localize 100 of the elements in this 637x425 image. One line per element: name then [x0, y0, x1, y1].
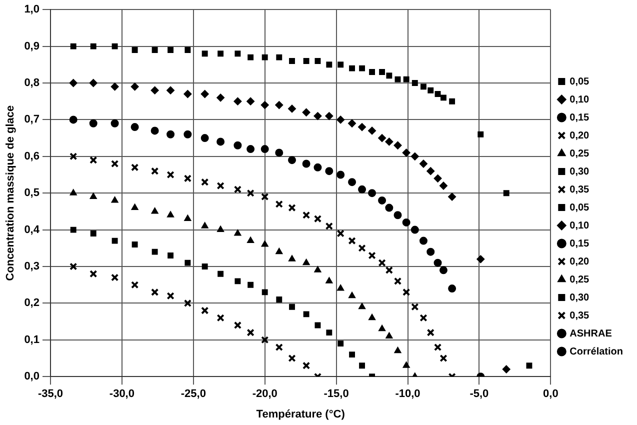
y-tick-label: 0,9 — [24, 40, 40, 52]
point — [202, 50, 208, 57]
point — [112, 43, 118, 50]
point — [428, 87, 434, 94]
point — [385, 266, 394, 274]
point — [70, 152, 78, 160]
point — [526, 362, 532, 369]
legend-label: 0,10 — [570, 94, 590, 106]
point — [386, 332, 393, 338]
legend-label: 0,25 — [570, 148, 590, 160]
point — [426, 167, 435, 176]
point — [168, 46, 174, 53]
y-tick-label: 0,4 — [24, 224, 40, 236]
legend-label: 0,05 — [570, 202, 590, 214]
point — [410, 152, 419, 160]
point — [130, 281, 139, 289]
legend-label: Corrélation — [570, 346, 624, 358]
point — [420, 84, 426, 90]
point — [132, 46, 138, 53]
point — [314, 322, 321, 328]
point — [201, 222, 208, 228]
point — [234, 50, 241, 57]
point — [289, 304, 295, 310]
y-tick-label: 0,5 — [24, 187, 40, 200]
point — [276, 296, 282, 303]
point — [275, 101, 284, 110]
point — [168, 252, 174, 258]
point — [420, 314, 428, 322]
point — [326, 330, 332, 336]
point — [167, 211, 174, 218]
point — [448, 284, 456, 293]
point — [378, 196, 386, 204]
point — [326, 62, 332, 68]
legend-label: 0,25 — [570, 274, 590, 286]
point — [439, 182, 448, 190]
y-tick-label: 0,8 — [24, 77, 40, 90]
legend-label: 0,10 — [570, 220, 590, 232]
point — [302, 362, 310, 370]
point — [289, 58, 295, 64]
point — [358, 123, 366, 132]
point — [448, 192, 456, 201]
point — [184, 214, 192, 222]
point — [275, 343, 283, 352]
point — [378, 259, 386, 267]
point — [394, 277, 402, 286]
point — [348, 236, 356, 245]
x-axis-title: Température (°C) — [256, 408, 346, 420]
point — [184, 174, 192, 182]
point — [434, 91, 441, 97]
point — [476, 255, 485, 264]
legend-label: 0,15 — [570, 238, 590, 250]
x-tick-label: -30,0 — [109, 388, 134, 400]
x-tick-label: -25,0 — [180, 388, 206, 400]
point — [426, 328, 434, 336]
point — [201, 178, 209, 186]
point — [152, 248, 158, 255]
point — [246, 145, 255, 154]
point — [478, 131, 484, 138]
point — [440, 354, 448, 362]
point — [216, 138, 225, 146]
point — [89, 119, 98, 128]
point — [246, 328, 254, 336]
legend-label: ASHRAE — [570, 328, 612, 340]
x-tick-label: -10,0 — [395, 388, 420, 400]
point — [234, 278, 241, 284]
point — [248, 282, 254, 288]
point — [349, 352, 355, 358]
legend-label: 0,30 — [570, 166, 590, 178]
point — [439, 266, 448, 274]
point — [440, 94, 446, 101]
point — [216, 314, 224, 322]
point — [394, 211, 402, 220]
point — [217, 226, 224, 232]
point — [166, 170, 174, 179]
point — [303, 58, 310, 64]
point — [385, 204, 394, 212]
point — [325, 222, 333, 230]
point — [246, 97, 255, 106]
point — [368, 189, 376, 198]
legend-label: 0,20 — [570, 130, 590, 142]
point — [216, 94, 225, 102]
point — [70, 226, 76, 233]
point — [262, 289, 268, 296]
legend-label: 0,15 — [570, 112, 590, 124]
point — [200, 134, 209, 142]
point — [325, 112, 334, 120]
point — [288, 104, 296, 113]
point — [89, 79, 98, 87]
point — [426, 248, 435, 256]
point — [378, 324, 386, 332]
point — [130, 82, 139, 91]
point — [434, 258, 442, 267]
point — [70, 189, 77, 196]
point — [70, 43, 76, 50]
point — [130, 123, 139, 132]
point — [132, 242, 138, 248]
x-tick-label: -15,0 — [324, 388, 349, 400]
point — [288, 156, 296, 164]
point — [288, 354, 296, 362]
point — [69, 116, 78, 124]
